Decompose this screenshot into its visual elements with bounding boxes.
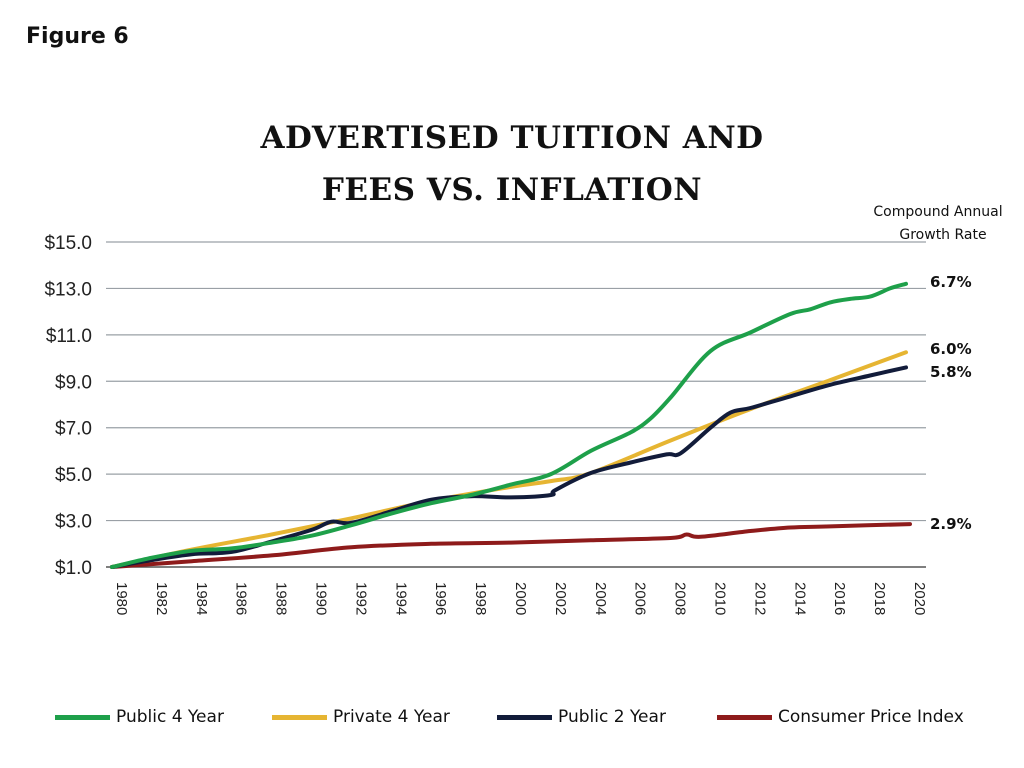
chart-title-line-1: ADVERTISED TUITION AND (260, 120, 764, 156)
legend-label-public-4-year: Public 4 Year (116, 707, 224, 727)
x-axis-ticks: 1980 1982 1984 1986 1988 1990 1992 1994 1996 1998… (113, 582, 928, 615)
chart-title-line-2: FEES VS. INFLATION (321, 172, 703, 208)
x-tick-label: 1996 (432, 582, 449, 615)
cagr-heading-line-1: Compound Annual (873, 204, 1003, 220)
cagr-heading-line-2: Growth Rate (899, 227, 987, 243)
legend-label-consumer-price-index: Consumer Price Index (778, 707, 964, 727)
legend-label-private-4-year: Private 4 Year (333, 707, 450, 727)
x-tick-label: 2004 (592, 582, 609, 615)
x-tick-label: 2014 (791, 582, 808, 615)
x-tick-label: 2000 (512, 582, 529, 615)
y-axis-ticks: $1.0 $3.0 $5.0 $7.0 $9.0 $11.0 $13.0 $15.0 (44, 233, 92, 579)
cagr-label-private-4-year: 6.0% (930, 340, 972, 358)
gridlines (106, 241, 926, 568)
cagr-label-public-4-year: 6.7% (930, 273, 972, 291)
legend-item-consumer-price-index: Consumer Price Index (717, 707, 964, 727)
x-tick-label: 2016 (831, 582, 848, 615)
y-tick-label: $11.0 (46, 326, 92, 347)
x-tick-label: 1990 (313, 582, 330, 615)
series-line-private-4-year (110, 350, 908, 569)
y-tick-label: $1.0 (55, 558, 92, 579)
y-tick-label: $15.0 (44, 233, 92, 254)
legend-swatch-public-4-year (55, 714, 110, 720)
legend-item-private-4-year: Private 4 Year (272, 707, 450, 727)
x-tick-label: 2002 (552, 582, 569, 615)
figure-label: Figure 6 (26, 24, 129, 49)
legend-item-public-2-year: Public 2 Year (497, 707, 666, 727)
legend-item-public-4-year: Public 4 Year (55, 707, 224, 727)
x-tick-label: 1992 (352, 582, 369, 615)
x-tick-label: 2012 (751, 582, 768, 615)
series-line-public-2-year (110, 365, 908, 569)
y-tick-label: $5.0 (55, 465, 92, 486)
x-tick-label: 2006 (632, 582, 649, 615)
legend-swatch-consumer-price-index (717, 714, 772, 720)
legend-swatch-public-2-year (497, 714, 552, 720)
x-tick-label: 1980 (113, 582, 130, 615)
series-lines (110, 281, 912, 569)
y-tick-label: $3.0 (55, 512, 92, 533)
legend: Public 4 Year Private 4 Year Public 2 Ye… (0, 707, 1024, 731)
legend-swatch-private-4-year (272, 714, 327, 720)
x-tick-label: 2008 (672, 582, 689, 615)
x-tick-label: 1986 (233, 582, 250, 615)
x-tick-label: 1998 (472, 582, 489, 615)
series-line-consumer-price-index (110, 522, 912, 569)
cagr-labels: 6.7% 6.0% 5.8% 2.9% (930, 273, 972, 533)
y-tick-label: $9.0 (55, 372, 92, 393)
cagr-label-consumer-price-index: 2.9% (930, 515, 972, 533)
x-tick-label: 1982 (153, 582, 170, 615)
x-tick-label: 1988 (273, 582, 290, 615)
y-tick-label: $7.0 (55, 419, 92, 440)
x-tick-label: 2020 (911, 582, 928, 615)
legend-label-public-2-year: Public 2 Year (558, 707, 666, 727)
x-tick-label: 1994 (392, 582, 409, 615)
cagr-label-public-2-year: 5.8% (930, 363, 972, 381)
x-tick-label: 2018 (871, 582, 888, 615)
x-tick-label: 2010 (712, 582, 729, 615)
series-line-public-4-year (110, 281, 908, 569)
x-tick-label: 1984 (193, 582, 210, 615)
y-tick-label: $13.0 (44, 279, 92, 300)
